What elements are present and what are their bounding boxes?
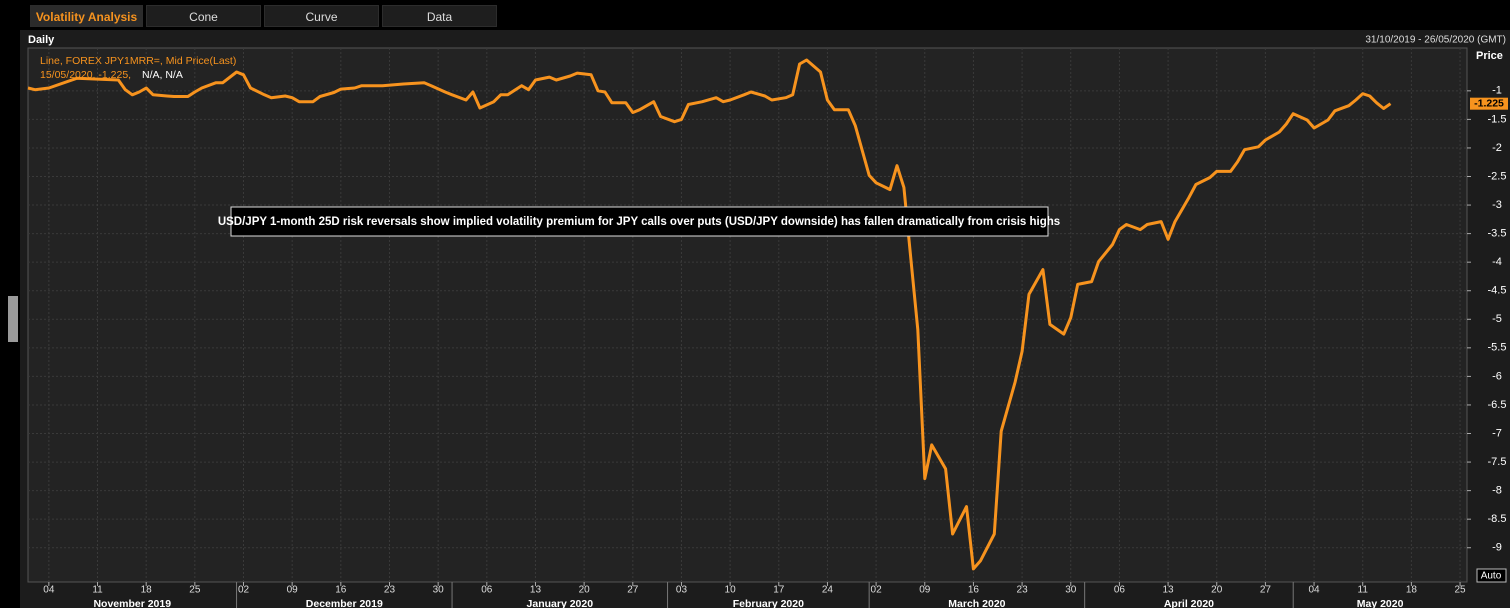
y-tick-label: -1 (1492, 85, 1502, 97)
tab[interactable]: Data (382, 5, 497, 27)
y-tick-label: -9 (1492, 542, 1502, 554)
date-range: 31/10/2019 - 26/05/2020 (GMT) (1365, 35, 1506, 46)
legend-value: 15/05/2020, -1.225, (40, 69, 131, 81)
x-tick-label: 27 (627, 585, 639, 596)
y-tick-label: -7 (1492, 427, 1502, 439)
plot-area (27, 47, 1468, 583)
y-tick-label: -2.5 (1488, 170, 1507, 182)
y-tick-label: -4 (1492, 256, 1502, 268)
side-handle[interactable] (8, 296, 18, 342)
x-month-label: May 2020 (1357, 598, 1404, 608)
x-tick-label: 06 (481, 585, 493, 596)
x-month-label: April 2020 (1164, 598, 1214, 608)
x-tick-label: 09 (919, 585, 931, 596)
y-tick-label: -7.5 (1488, 456, 1507, 468)
chart-title: Daily (28, 34, 55, 46)
x-tick-label: 03 (676, 585, 688, 596)
x-month-label: March 2020 (948, 598, 1005, 608)
scale-mode-button[interactable] (1476, 568, 1507, 583)
x-tick-label: 18 (1406, 585, 1418, 596)
tab[interactable]: Curve (264, 5, 379, 27)
y-tick-label: -2 (1492, 142, 1502, 154)
x-tick-label: 16 (968, 585, 980, 596)
x-tick-label: 30 (433, 585, 445, 596)
x-month-label: January 2020 (527, 598, 594, 608)
tab[interactable]: Volatility Analysis (30, 5, 143, 27)
x-month-label: February 2020 (733, 598, 804, 608)
x-tick-label: 16 (335, 585, 347, 596)
y-axis-label: Price (1476, 50, 1503, 62)
x-tick-label: 02 (871, 585, 883, 596)
y-tick-label: -4.5 (1488, 285, 1507, 297)
tab[interactable]: Cone (146, 5, 261, 27)
annotation: USD/JPY 1-month 25D risk reversals show … (218, 216, 1060, 228)
x-tick-label: 06 (1114, 585, 1126, 596)
y-tick-label: -1.5 (1488, 113, 1507, 125)
x-tick-label: 23 (384, 585, 396, 596)
y-tick-label: -3.5 (1488, 228, 1507, 240)
x-tick-label: 17 (773, 585, 785, 596)
scale-mode[interactable]: Auto (1481, 571, 1502, 582)
x-tick-label: 25 (189, 585, 201, 596)
y-tick-label: -5 (1492, 313, 1502, 325)
x-tick-label: 04 (43, 585, 55, 596)
x-tick-label: 20 (1211, 585, 1223, 596)
x-tick-label: 24 (822, 585, 834, 596)
last-value-label: -1.225 (1474, 97, 1504, 109)
x-tick-label: 13 (530, 585, 542, 596)
series-line (27, 58, 1392, 571)
x-tick-label: 25 (1454, 585, 1466, 596)
y-tick-label: -6.5 (1488, 399, 1507, 411)
x-tick-label: 30 (1065, 585, 1077, 596)
x-tick-label: 27 (1260, 585, 1272, 596)
y-tick-label: -6 (1492, 370, 1502, 382)
x-month-label: December 2019 (306, 598, 383, 608)
x-tick-label: 20 (579, 585, 591, 596)
annotation-box (230, 206, 1049, 237)
x-tick-label: 18 (141, 585, 153, 596)
last-value-box (1470, 97, 1508, 110)
y-tick-label: -8 (1492, 485, 1502, 497)
x-tick-label: 13 (1163, 585, 1175, 596)
x-tick-label: 11 (92, 585, 103, 596)
x-tick-label: 09 (287, 585, 299, 596)
legend-value: N/A, N/A (142, 69, 183, 81)
x-tick-label: 23 (1017, 585, 1029, 596)
x-tick-label: 10 (725, 585, 737, 596)
y-tick-label: -8.5 (1488, 513, 1507, 525)
x-month-label: November 2019 (93, 598, 171, 608)
y-tick-label: -5.5 (1488, 342, 1507, 354)
legend-entry: Line, FOREX JPY1MRR=, Mid Price(Last) (40, 55, 236, 67)
x-tick-label: 11 (1358, 585, 1369, 596)
y-tick-label: -3 (1492, 199, 1502, 211)
x-tick-label: 02 (238, 585, 250, 596)
x-tick-label: 04 (1309, 585, 1321, 596)
